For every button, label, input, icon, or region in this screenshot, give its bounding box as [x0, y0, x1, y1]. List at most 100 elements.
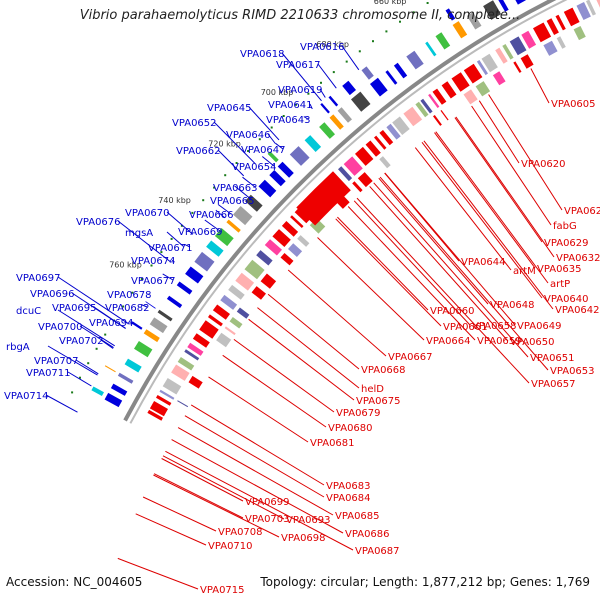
- forward-gene: [394, 63, 407, 79]
- forward-gene: [206, 241, 224, 257]
- forward-gene-label: VPA0674: [131, 256, 176, 267]
- forward-gene-label: VPA0618: [240, 49, 285, 60]
- reverse-gene: [177, 400, 188, 407]
- reverse-gene: [379, 156, 390, 168]
- forward-gene-label: VPA0700: [38, 322, 83, 333]
- kbp-tick-label: 740 kbp: [158, 196, 191, 205]
- forward-gene: [144, 329, 160, 342]
- reverse-leader-line: [257, 308, 359, 388]
- tick-dot: [346, 61, 348, 63]
- tick-dot: [171, 238, 173, 240]
- reverse-gene: [199, 320, 219, 338]
- reverse-gene: [442, 81, 457, 98]
- forward-gene-label: VPA0643: [266, 115, 311, 126]
- gene-labels: VPA0616VPA0618VPA0617VPA0619VPA0641VPA06…: [4, 42, 600, 596]
- reverse-gene-label: VPA0649: [517, 321, 562, 332]
- reverse-gene-label: VPA0715: [200, 585, 245, 596]
- reverse-gene: [163, 378, 182, 395]
- reverse-gene-label: VPA0629: [544, 238, 589, 249]
- forward-gene: [425, 42, 436, 57]
- reverse-gene-label: VPA0620: [521, 159, 566, 170]
- forward-gene: [134, 341, 152, 357]
- forward-gene-label: VPA0654: [232, 162, 277, 173]
- forward-gene: [362, 66, 374, 79]
- reverse-gene: [543, 41, 557, 56]
- reverse-gene-label: VPA0644: [461, 257, 506, 268]
- reverse-gene-label: VPA0648: [490, 300, 535, 311]
- forward-gene-label: VPA0652: [172, 118, 217, 129]
- forward-gene-label: VPA0616: [300, 42, 345, 53]
- forward-leader-line: [76, 360, 98, 374]
- reverse-gene: [493, 71, 506, 85]
- reverse-gene: [213, 305, 230, 320]
- reverse-gene: [193, 333, 210, 347]
- reverse-gene: [521, 54, 534, 68]
- forward-gene-label: rbgA: [6, 342, 30, 353]
- reverse-leader-line: [479, 101, 519, 163]
- forward-gene-label: VPA0662: [176, 146, 221, 157]
- reverse-gene: [403, 107, 422, 127]
- forward-gene-label: VPA0670: [125, 208, 170, 219]
- forward-gene: [319, 122, 335, 139]
- forward-gene: [305, 135, 322, 152]
- forward-gene: [278, 162, 294, 178]
- reverse-gene: [574, 26, 586, 40]
- forward-gene-label: dcuC: [16, 306, 41, 317]
- reverse-gene-label: VPA0699: [245, 497, 290, 508]
- reverse-gene-label: VPA0681: [310, 438, 355, 449]
- forward-gene-label: VPA0707: [34, 356, 79, 367]
- tick-dot: [87, 362, 89, 364]
- forward-gene: [342, 81, 356, 95]
- forward-gene-label: VPA0677: [131, 276, 176, 287]
- reverse-gene: [220, 295, 237, 310]
- reverse-gene: [433, 115, 442, 126]
- forward-gene-label: VPA0671: [148, 243, 193, 254]
- forward-gene: [158, 310, 173, 322]
- forward-gene: [329, 96, 339, 107]
- reverse-gene: [533, 23, 551, 43]
- reverse-gene-label: VPA0686: [345, 529, 390, 540]
- reverse-gene-label: VPA0657: [531, 379, 576, 390]
- reverse-gene-label: VPA0632: [556, 253, 600, 264]
- reverse-gene: [216, 333, 231, 347]
- reverse-gene: [476, 81, 491, 96]
- reverse-gene: [235, 273, 254, 291]
- accession-text: Accession: NC_004605: [6, 575, 142, 589]
- reverse-gene: [228, 285, 245, 300]
- forward-gene: [385, 70, 397, 85]
- map-title: Vibrio parahaemolyticus RIMD 2210633 chr…: [0, 8, 600, 23]
- forward-gene-label: VPA0694: [89, 318, 134, 329]
- forward-gene: [167, 296, 182, 308]
- forward-gene: [406, 51, 423, 70]
- reverse-gene-label: VPA0664: [426, 336, 471, 347]
- kbp-tick-label: 660 kbp: [374, 0, 407, 6]
- reverse-gene: [252, 286, 266, 300]
- reverse-gene-label: fabG: [553, 221, 577, 232]
- reverse-leader-line: [456, 117, 554, 257]
- reverse-gene: [358, 172, 373, 187]
- reverse-gene-label: VPA0658: [472, 321, 517, 332]
- forward-gene-label: VPA0669: [178, 227, 223, 238]
- reverse-gene: [237, 308, 250, 319]
- topology-summary: Topology: circular; Length: 1,877,212 bp…: [260, 575, 590, 589]
- reverse-gene: [352, 181, 362, 192]
- reverse-gene-label: VPA0680: [328, 423, 373, 434]
- reverse-gene: [281, 253, 294, 265]
- forward-gene: [194, 252, 214, 272]
- reverse-gene: [297, 235, 309, 247]
- reverse-leader-line: [415, 148, 511, 270]
- forward-gene-label: VPA0619: [278, 85, 323, 96]
- reverse-gene: [230, 317, 243, 329]
- forward-gene: [453, 21, 468, 38]
- forward-gene-label: VPA0695: [52, 303, 97, 314]
- forward-gene-label: mgsA: [125, 228, 153, 239]
- forward-gene: [91, 387, 104, 397]
- reverse-gene-label: artM: [513, 266, 536, 277]
- forward-gene: [118, 373, 133, 384]
- forward-gene: [177, 282, 193, 295]
- reverse-gene-label: VPA0660: [430, 306, 475, 317]
- reverse-gene: [513, 61, 521, 73]
- reverse-leader-line: [435, 133, 536, 268]
- forward-gene: [320, 103, 330, 114]
- reverse-gene: [245, 260, 265, 280]
